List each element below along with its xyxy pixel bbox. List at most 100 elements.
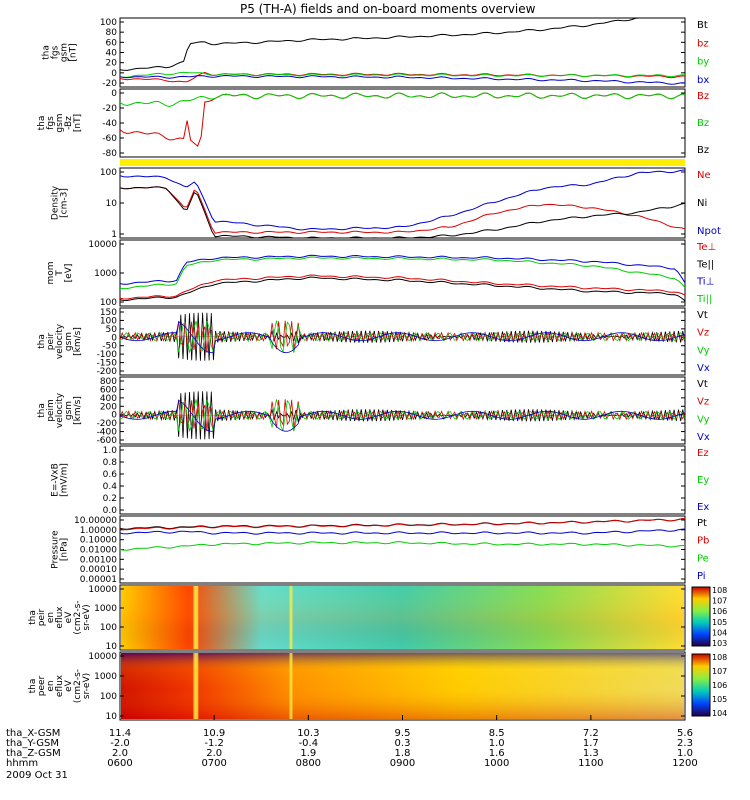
temperature-tick-label: 1000 — [94, 269, 117, 279]
density-legend-2: Npot — [697, 226, 721, 237]
footer-value: 0800 — [296, 758, 321, 769]
fgs-tick-label: 20 — [106, 59, 118, 69]
el_spec-ylabel: eflux — [55, 674, 65, 697]
peim_vel-tick-label: -600 — [97, 436, 118, 446]
fgs_ebz-tick-label: -20 — [102, 104, 117, 114]
peir_vel-tick-label: -150 — [97, 359, 118, 369]
status-bar — [120, 159, 685, 166]
el_spec-tick-label: 10000 — [88, 652, 117, 662]
fgs-legend-2: by — [697, 57, 709, 68]
fgs_ebz-tick-label: -40 — [102, 119, 117, 129]
fgs-tick-label: -20 — [102, 79, 117, 89]
fgs-series-Bt — [119, 17, 685, 71]
el_spec-colorbar — [691, 653, 711, 717]
peir_vel-series-Vx — [119, 321, 686, 354]
peir_vel-legend-2: Vy — [697, 345, 710, 356]
footer-value: 10.9 — [203, 728, 225, 739]
el_spec-colorbar-label: 105 — [712, 695, 727, 704]
el_spec-overlay — [121, 653, 684, 719]
footer-value: 9.5 — [395, 728, 411, 739]
peim_vel-tick-label: 0 — [111, 411, 117, 421]
peim_vel-legend-2: Vy — [697, 414, 710, 425]
pressure-legend-0: Pt — [697, 518, 707, 529]
peim_vel-tick-label: -200 — [97, 419, 118, 429]
ion_spec-frame — [119, 584, 686, 651]
ion_spec-ylabel: eflux — [55, 606, 65, 629]
fgs_ebz-tick-label: -80 — [102, 149, 117, 159]
event-streak — [193, 586, 197, 649]
pressure-legend-1: Pb — [697, 536, 709, 547]
ion_spec-tick-label: 10000 — [88, 585, 117, 595]
footer-value: 0.3 — [395, 738, 411, 749]
footer-value: 7.2 — [583, 728, 599, 739]
footer-value: 1.6 — [489, 748, 505, 759]
pressure-legend-3: Pi — [697, 571, 706, 582]
efield-tick-label: 0.2 — [103, 494, 117, 504]
efield-legend-1: Ey — [697, 475, 709, 486]
ion_spec-colorbar-label: 106 — [712, 607, 727, 616]
temperature-series-Te|| — [119, 276, 686, 302]
pressure-tick-label: 0.00010 — [80, 565, 117, 575]
fgs_ebz-tick-label: 0 — [111, 89, 117, 99]
efield-ylabel: E=-VxB — [51, 463, 61, 497]
density-tick-label: 1 — [111, 230, 117, 240]
peim_vel-frame — [119, 376, 686, 445]
fgs-ylabel: fgs — [51, 45, 61, 59]
footer-value: 1.7 — [583, 738, 599, 749]
pressure-series-Pi — [119, 528, 686, 535]
temperature-frame — [119, 239, 686, 307]
peir_vel-tick-label: 150 — [100, 308, 117, 318]
fgs-tick-label: 80 — [106, 28, 118, 38]
density-legend-0: Ne — [697, 170, 711, 181]
fgs_ebz-ylabel: -Bz — [64, 116, 74, 130]
peim_vel-legend-0: Vt — [697, 379, 708, 390]
peim_vel-ylabel: [km/s] — [73, 396, 83, 425]
density-series-Npot — [119, 169, 686, 231]
temperature-tick-label: 100 — [100, 298, 117, 308]
pressure-tick-label: 0.00100 — [80, 555, 117, 565]
el_spec-ylabel: en — [46, 680, 56, 691]
density-series-Ni — [119, 186, 686, 239]
footer-value: 5.6 — [677, 728, 693, 739]
el_spec-colorbar-label: 106 — [712, 681, 727, 690]
fgs-legend-3: bx — [697, 75, 709, 86]
fgs_ebz-legend-0: Bz — [697, 91, 709, 102]
peir_vel-tick-label: -200 — [97, 367, 118, 377]
footer-value: 0900 — [390, 758, 415, 769]
efield-frame — [119, 445, 686, 515]
footer-value: 8.5 — [489, 728, 505, 739]
ion_spec-colorbar-label: 103 — [712, 639, 727, 648]
ion_spec-tick-label: 100 — [100, 623, 117, 633]
peim_vel-ylabel: velocity — [55, 392, 65, 428]
pressure-series-Pe — [119, 541, 686, 551]
footer-value: 1.3 — [583, 748, 599, 759]
density-ylabel: [cm-3] — [60, 188, 70, 218]
el_spec-tick-label: 100 — [100, 692, 117, 702]
density-tick-label: 10 — [106, 199, 118, 209]
footer-value: 1000 — [484, 758, 509, 769]
event-streak — [193, 653, 197, 719]
temperature-series-Te⊥ — [119, 274, 686, 300]
fgs_ebz-legend-2: Bz — [697, 145, 709, 156]
fgs-tick-label: 100 — [100, 18, 117, 28]
footer-value: 0600 — [107, 758, 132, 769]
el_spec-tick-label: 10 — [106, 712, 118, 722]
footer-value: 1.8 — [395, 748, 411, 759]
temperature-series-Ti|| — [119, 256, 686, 290]
ion_spec-colorbar-label: 104 — [712, 628, 727, 637]
event-streak — [289, 653, 293, 719]
ion_spec-colorbar-label: 108 — [712, 586, 727, 595]
peim_vel-tick-label: 200 — [100, 402, 117, 412]
peir_vel-tick-label: -100 — [97, 350, 118, 360]
fgs-tick-label: 0 — [111, 69, 117, 79]
ion_spec-ylabel: en — [46, 612, 56, 623]
footer-value: 1100 — [578, 758, 603, 769]
efield-tick-label: 1.0 — [103, 446, 118, 456]
fgs_ebz-series-Bz — [119, 92, 686, 147]
pressure-tick-label: 0.01000 — [80, 546, 117, 556]
el_spec-ylabel: tha — [28, 679, 38, 694]
el_spec-colorbar-label: 107 — [712, 667, 727, 676]
peir_vel-frame — [119, 307, 686, 376]
el_spec-ylabel: sr-eV) — [82, 673, 92, 699]
